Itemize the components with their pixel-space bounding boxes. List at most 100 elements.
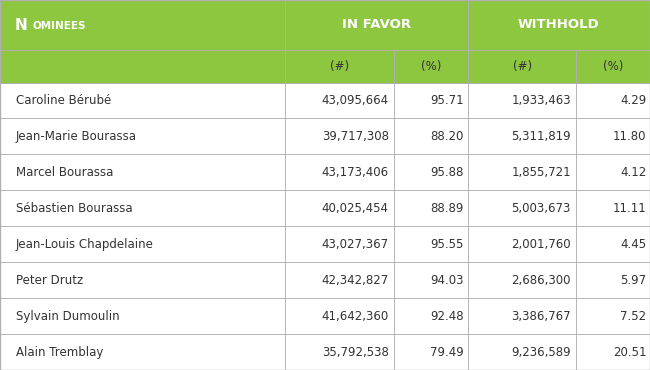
- Bar: [285, 190, 394, 226]
- Text: 39,717,308: 39,717,308: [322, 130, 389, 143]
- Text: 5,003,673: 5,003,673: [512, 202, 571, 215]
- Bar: [577, 190, 650, 226]
- Bar: [468, 83, 577, 118]
- Text: 43,027,367: 43,027,367: [322, 238, 389, 251]
- Text: 1,855,721: 1,855,721: [512, 166, 571, 179]
- Text: 79.49: 79.49: [430, 346, 464, 359]
- Bar: [468, 0, 650, 50]
- Bar: [394, 334, 468, 370]
- Bar: [394, 118, 468, 154]
- Bar: [394, 190, 468, 226]
- Bar: [468, 334, 577, 370]
- Bar: [577, 262, 650, 298]
- Text: (%): (%): [603, 60, 623, 73]
- Text: Peter Drutz: Peter Drutz: [16, 274, 83, 287]
- Text: 40,025,454: 40,025,454: [322, 202, 389, 215]
- Bar: [394, 50, 468, 83]
- Bar: [285, 83, 394, 118]
- Bar: [0, 50, 285, 83]
- Bar: [0, 262, 285, 298]
- Bar: [285, 118, 394, 154]
- Text: 11.11: 11.11: [612, 202, 646, 215]
- Text: 5.97: 5.97: [620, 274, 646, 287]
- Bar: [577, 50, 650, 83]
- Text: 4.45: 4.45: [620, 238, 646, 251]
- Bar: [0, 83, 285, 118]
- Text: 43,173,406: 43,173,406: [322, 166, 389, 179]
- Bar: [394, 154, 468, 190]
- Bar: [468, 50, 577, 83]
- Bar: [468, 262, 577, 298]
- Text: 42,342,827: 42,342,827: [322, 274, 389, 287]
- Bar: [577, 298, 650, 334]
- Bar: [577, 190, 650, 226]
- Bar: [0, 334, 285, 370]
- Bar: [468, 226, 577, 262]
- Bar: [577, 262, 650, 298]
- Bar: [468, 190, 577, 226]
- Text: WITHHOLD: WITHHOLD: [518, 18, 600, 31]
- Text: 5,311,819: 5,311,819: [512, 130, 571, 143]
- Bar: [577, 226, 650, 262]
- Bar: [468, 298, 577, 334]
- Text: 20.51: 20.51: [613, 346, 646, 359]
- Text: Alain Tremblay: Alain Tremblay: [16, 346, 103, 359]
- Bar: [0, 226, 285, 262]
- Bar: [577, 298, 650, 334]
- Bar: [0, 262, 285, 298]
- Bar: [394, 298, 468, 334]
- Bar: [394, 118, 468, 154]
- Bar: [577, 118, 650, 154]
- Bar: [0, 190, 285, 226]
- Text: 88.89: 88.89: [431, 202, 464, 215]
- Bar: [285, 226, 394, 262]
- Bar: [577, 50, 650, 83]
- Bar: [285, 190, 394, 226]
- Bar: [394, 226, 468, 262]
- Bar: [0, 154, 285, 190]
- Bar: [394, 298, 468, 334]
- Bar: [285, 334, 394, 370]
- Text: (#): (#): [512, 60, 532, 73]
- Text: Jean-Louis Chapdelaine: Jean-Louis Chapdelaine: [16, 238, 153, 251]
- Bar: [394, 83, 468, 118]
- Bar: [394, 83, 468, 118]
- Bar: [577, 226, 650, 262]
- Bar: [468, 298, 577, 334]
- Text: 41,642,360: 41,642,360: [322, 310, 389, 323]
- Bar: [285, 262, 394, 298]
- Text: 4.29: 4.29: [620, 94, 646, 107]
- Text: Caroline Bérubé: Caroline Bérubé: [16, 94, 111, 107]
- Bar: [394, 334, 468, 370]
- Bar: [0, 334, 285, 370]
- Bar: [0, 226, 285, 262]
- Bar: [577, 154, 650, 190]
- Bar: [0, 50, 285, 83]
- Bar: [468, 190, 577, 226]
- Bar: [0, 298, 285, 334]
- Bar: [394, 190, 468, 226]
- Text: Jean-Marie Bourassa: Jean-Marie Bourassa: [16, 130, 136, 143]
- Text: 88.20: 88.20: [431, 130, 464, 143]
- Bar: [0, 0, 285, 50]
- Bar: [285, 262, 394, 298]
- Bar: [468, 334, 577, 370]
- Bar: [394, 226, 468, 262]
- Bar: [285, 154, 394, 190]
- Bar: [285, 226, 394, 262]
- Bar: [394, 154, 468, 190]
- Text: N: N: [14, 18, 27, 33]
- Text: 95.71: 95.71: [430, 94, 464, 107]
- Text: 1,933,463: 1,933,463: [512, 94, 571, 107]
- Text: Sylvain Dumoulin: Sylvain Dumoulin: [16, 310, 120, 323]
- Bar: [468, 226, 577, 262]
- Text: 92.48: 92.48: [430, 310, 464, 323]
- Text: 43,095,664: 43,095,664: [322, 94, 389, 107]
- Bar: [468, 0, 650, 50]
- Bar: [468, 262, 577, 298]
- Text: 7.52: 7.52: [620, 310, 646, 323]
- Text: (#): (#): [330, 60, 349, 73]
- Bar: [0, 0, 285, 50]
- Bar: [468, 154, 577, 190]
- Bar: [285, 298, 394, 334]
